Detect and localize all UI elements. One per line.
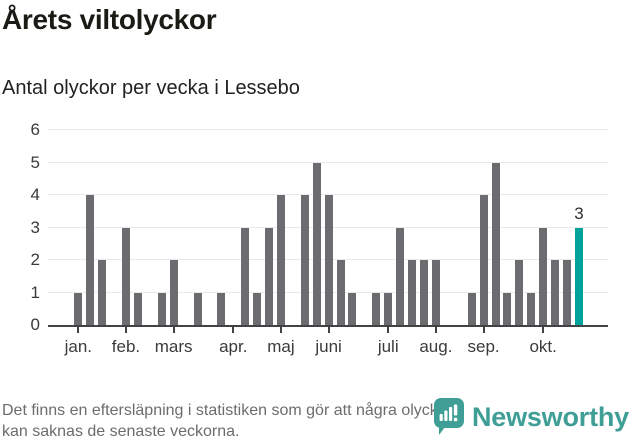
y-axis-label: 0	[30, 315, 40, 334]
x-axis-label: maj	[267, 337, 295, 356]
bar	[336, 260, 345, 325]
x-axis-label: okt.	[529, 337, 557, 356]
bar	[539, 227, 548, 325]
y-axis-label: 4	[30, 185, 40, 204]
bar	[133, 292, 142, 325]
bar	[419, 260, 428, 325]
bar	[551, 260, 560, 325]
bar	[384, 292, 393, 325]
x-tick-mark	[232, 327, 235, 333]
newsworthy-logo-icon	[433, 398, 464, 435]
bar	[479, 195, 488, 325]
brand-name: Newsworthy	[471, 401, 629, 432]
newsworthy-brand: Newsworthy	[433, 398, 629, 436]
x-axis-label: aug.	[419, 337, 453, 356]
bar	[169, 260, 178, 325]
x-axis-label: juni	[315, 337, 342, 356]
x-axis-label: juli	[377, 337, 399, 356]
bar	[157, 292, 166, 325]
y-axis-label: 2	[30, 250, 40, 269]
y-axis-label: 3	[30, 217, 40, 237]
bar	[503, 292, 512, 325]
y-axis-label: 1	[30, 282, 40, 302]
bar	[217, 292, 226, 325]
gridline	[48, 161, 608, 163]
bar	[467, 292, 476, 325]
bar	[300, 195, 309, 325]
x-tick-mark	[327, 327, 330, 333]
y-axis-label: 5	[30, 152, 40, 172]
bar	[324, 195, 333, 325]
x-tick-mark	[172, 327, 175, 333]
x-tick-mark	[542, 327, 545, 333]
bar	[193, 292, 202, 325]
x-axis-label: jan.	[64, 337, 93, 356]
footnote: Det finns en eftersläpning i statistiken…	[2, 402, 452, 439]
bar	[396, 227, 405, 325]
bar	[491, 162, 500, 325]
bar	[408, 260, 417, 325]
x-axis-label: apr.	[219, 337, 248, 356]
bar	[348, 292, 357, 325]
x-tick-mark	[279, 327, 282, 333]
x-tick-mark	[482, 327, 485, 333]
bar-chart: 0 1 2 3 4 5 6 jan. feb. mars apr. maj juni juli aug. se…	[30, 120, 608, 356]
x-tick-mark	[124, 327, 127, 333]
bar	[312, 162, 321, 325]
bar	[98, 260, 107, 325]
last-value-label: 3	[574, 203, 584, 223]
bar	[527, 292, 536, 325]
x-tick-mark	[434, 327, 437, 333]
bar	[515, 260, 524, 325]
plot-area	[48, 129, 608, 327]
bar	[241, 227, 250, 325]
chart-title: Årets viltolyckor	[2, 4, 217, 35]
bar	[74, 292, 83, 325]
bar	[372, 292, 381, 325]
bar	[121, 227, 130, 325]
highlighted-bar	[574, 227, 583, 325]
bar	[265, 227, 274, 325]
bar	[563, 260, 572, 325]
y-axis-label: 6	[30, 120, 40, 139]
bar	[86, 195, 95, 325]
bar	[253, 292, 262, 325]
bar	[431, 260, 440, 325]
x-axis-label: feb.	[111, 337, 141, 356]
chart-subtitle: Antal olyckor per vecka i Lessebo	[2, 77, 300, 99]
bar	[276, 195, 285, 325]
x-axis-label: mars	[154, 337, 193, 356]
x-tick-mark	[387, 327, 390, 333]
gridline	[48, 129, 608, 130]
gridline	[48, 194, 608, 195]
x-tick-mark	[77, 327, 80, 333]
x-axis-label: sep.	[467, 337, 500, 356]
